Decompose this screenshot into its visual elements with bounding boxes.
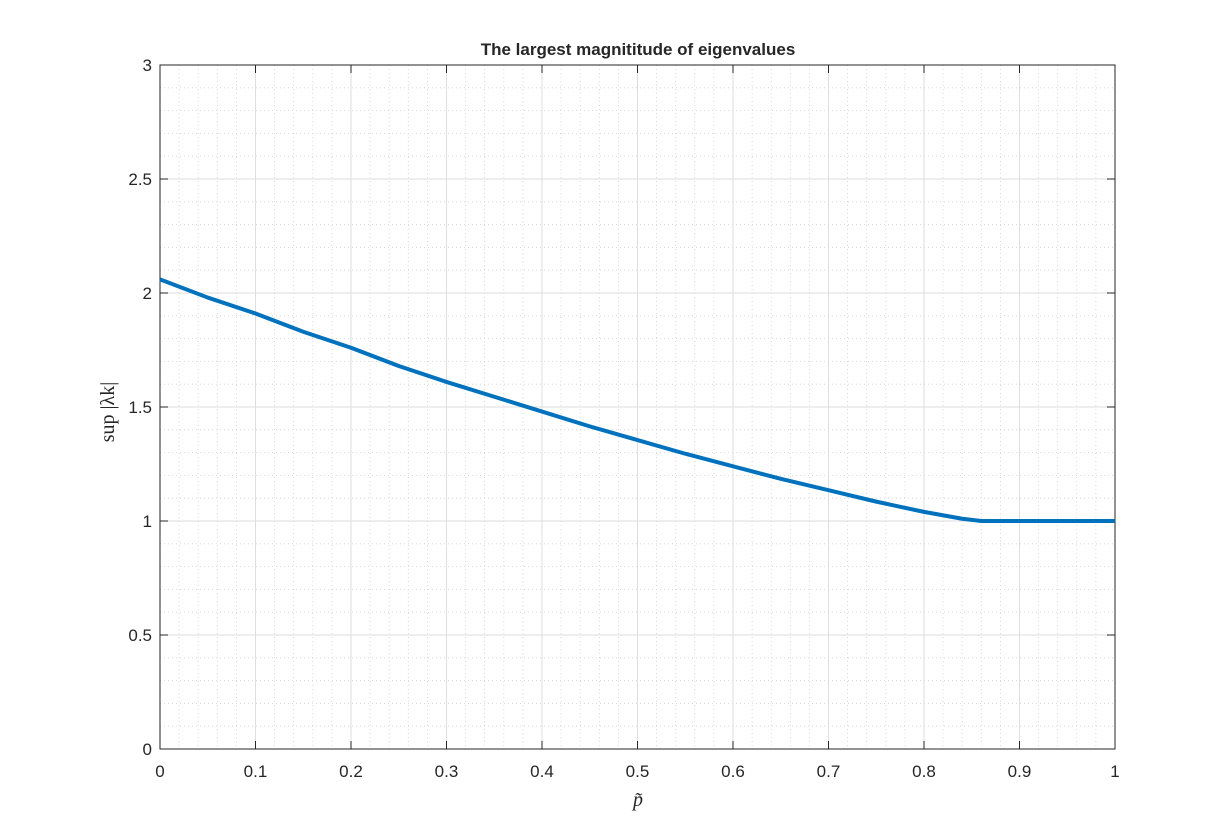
y-axis-label: sup |λk| <box>97 382 119 443</box>
x-tick-label: 0.1 <box>244 762 268 781</box>
y-tick-label: 0.5 <box>128 626 152 645</box>
series-group <box>159 277 1115 523</box>
y-tick-label: 3 <box>143 56 152 75</box>
x-axis-label: p̃ <box>631 789 643 811</box>
x-tick-label: 0.7 <box>817 762 841 781</box>
axis-ticks: 0 0.1 0.2 0.3 0.4 0.5 0.6 0.7 0.8 0.9 1 0 0.5 1 1.5 2 2.… <box>128 56 1119 781</box>
series-line <box>159 277 1115 523</box>
x-tick-label: 0.4 <box>530 762 554 781</box>
x-tick-label: 0.8 <box>912 762 936 781</box>
y-tick-label: 2.5 <box>128 170 152 189</box>
x-tick-label: 0.3 <box>435 762 459 781</box>
y-tick-label: 0 <box>143 740 152 759</box>
y-tick-label: 1.5 <box>128 398 152 417</box>
chart-title: The largest magnititude of eigenvalues <box>481 40 796 59</box>
y-tick-label: 2 <box>143 284 152 303</box>
x-tick-label: 0.5 <box>626 762 650 781</box>
y-tick-label: 1 <box>143 512 152 531</box>
x-tick-label: 1 <box>1110 762 1119 781</box>
x-tick-label: 0.2 <box>339 762 363 781</box>
grid <box>159 64 1116 750</box>
x-tick-label: 0 <box>155 762 164 781</box>
x-tick-label: 0.6 <box>721 762 745 781</box>
x-tick-label: 0.9 <box>1008 762 1032 781</box>
